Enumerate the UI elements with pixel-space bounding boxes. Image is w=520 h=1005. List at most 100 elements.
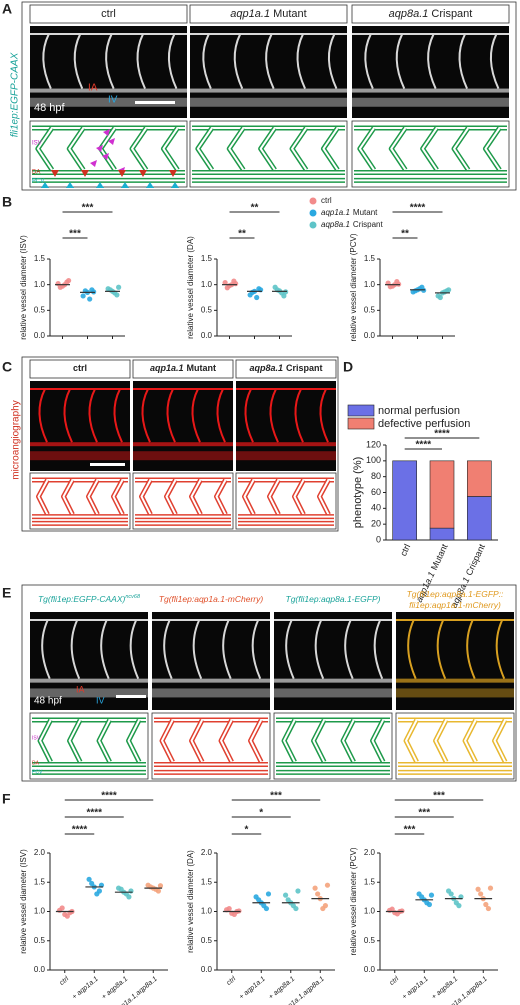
panel-label: C [2,359,12,375]
x-tick-label: ctrl [226,975,238,987]
significance-label: *** [69,229,81,240]
arrowhead [118,170,126,177]
vessel-lumen [464,719,477,763]
vessel [152,688,270,698]
y-axis-label: phenotype (%) [352,457,364,529]
vessel [495,619,506,680]
vessel [38,388,48,443]
panel-label: D [343,359,353,375]
panel-frame [21,1,517,191]
side-label: fli1ep:EGFP-CAAX [10,52,21,137]
data-point [118,886,124,892]
y-tick-label: 1.5 [364,877,376,886]
data-point [424,900,430,906]
diagram [151,712,271,780]
y-tick-label: 80 [371,471,381,481]
column-header: Tg(fli1ep:aqp8a.1-EGFP:: [407,589,504,599]
vessel [192,619,203,680]
vessel-lumen [318,479,330,515]
vessel [129,619,140,680]
vessel [73,33,84,89]
column-header: Tg(fli1ep:EGFP-CAAX)ncv68 [38,594,141,604]
bar-segment [467,496,492,541]
data-point [446,287,452,293]
arrowhead [66,182,74,188]
significance-label: *** [418,808,430,819]
scale-bar [135,101,175,104]
y-tick-label: 40 [371,503,381,513]
x-tick-label: + aqp8a.1 [431,976,460,1002]
vessel [113,388,123,443]
micrograph [274,612,392,710]
vessel-lumen [283,719,296,763]
y-tick-label: 2.0 [34,848,46,857]
superscript: ncv68 [125,594,141,600]
scale-bar [116,695,146,698]
micrograph [396,612,514,710]
vessel-lumen [268,479,280,515]
vessel-lumen [87,479,99,515]
scale-bar [90,463,125,466]
panel-label: F [2,791,11,807]
vessel [285,619,295,680]
panel-label: B [2,194,12,210]
data-point [148,884,154,890]
data-point [485,905,492,912]
data-point [315,891,321,897]
legend-label: defective perfusion [378,418,470,430]
vessel-lumen [68,127,85,171]
data-point [265,891,272,897]
vessel-lumen [127,719,141,763]
column-header [132,359,234,379]
data-point [475,886,481,892]
vessel [427,33,437,89]
data-point [89,880,95,887]
bar-segment [467,460,492,497]
y-tick-label: 0.0 [364,331,376,340]
y-tick-label: 0.5 [34,305,46,314]
data-point [64,913,70,919]
diagram-label: ISV [32,141,42,147]
significance-label: ** [238,229,246,240]
column-header [29,359,131,379]
vessel [489,33,500,89]
vessel-lumen [140,479,152,515]
column-header: fli1ep:aqp1a.1-mCherry) [409,600,501,610]
label-text: Mutant [429,542,450,572]
significance-label: *** [270,791,282,802]
vessel-lumen [493,719,507,763]
label: ctrl [398,543,412,558]
vessel-lumen [68,719,82,763]
vessel [274,688,392,698]
vessel [190,88,347,93]
vessel [167,33,178,89]
data-point [80,293,86,299]
data-point [66,277,72,284]
y-tick-label: 100 [366,455,381,465]
data-point [320,905,326,912]
label-text: Crispant [464,542,487,577]
bar-segment [392,460,417,541]
data-point [285,897,291,903]
vessel [265,33,275,89]
y-tick-label: 2.0 [364,848,376,857]
y-axis-label: relative vessel diameter (ISV) [19,849,28,954]
data-point [87,296,93,302]
diagram [351,120,510,188]
vessel [352,97,509,107]
vessel-lumen [249,719,263,763]
vessel [296,33,306,89]
arrowhead [81,170,89,177]
gene-name: aqp8a.1 [389,8,429,20]
vessel-lumen [259,127,276,171]
panel-frame [21,356,339,532]
vessel [30,88,187,93]
y-axis-label: relative vessel diameter (PCV) [349,233,358,341]
y-axis-label: relative vessel diameter (ISV) [19,235,28,340]
image-label: IV [108,95,118,106]
label-text: ctrl [398,543,412,558]
micrograph [236,381,336,471]
y-tick-label: 0 [376,534,381,544]
